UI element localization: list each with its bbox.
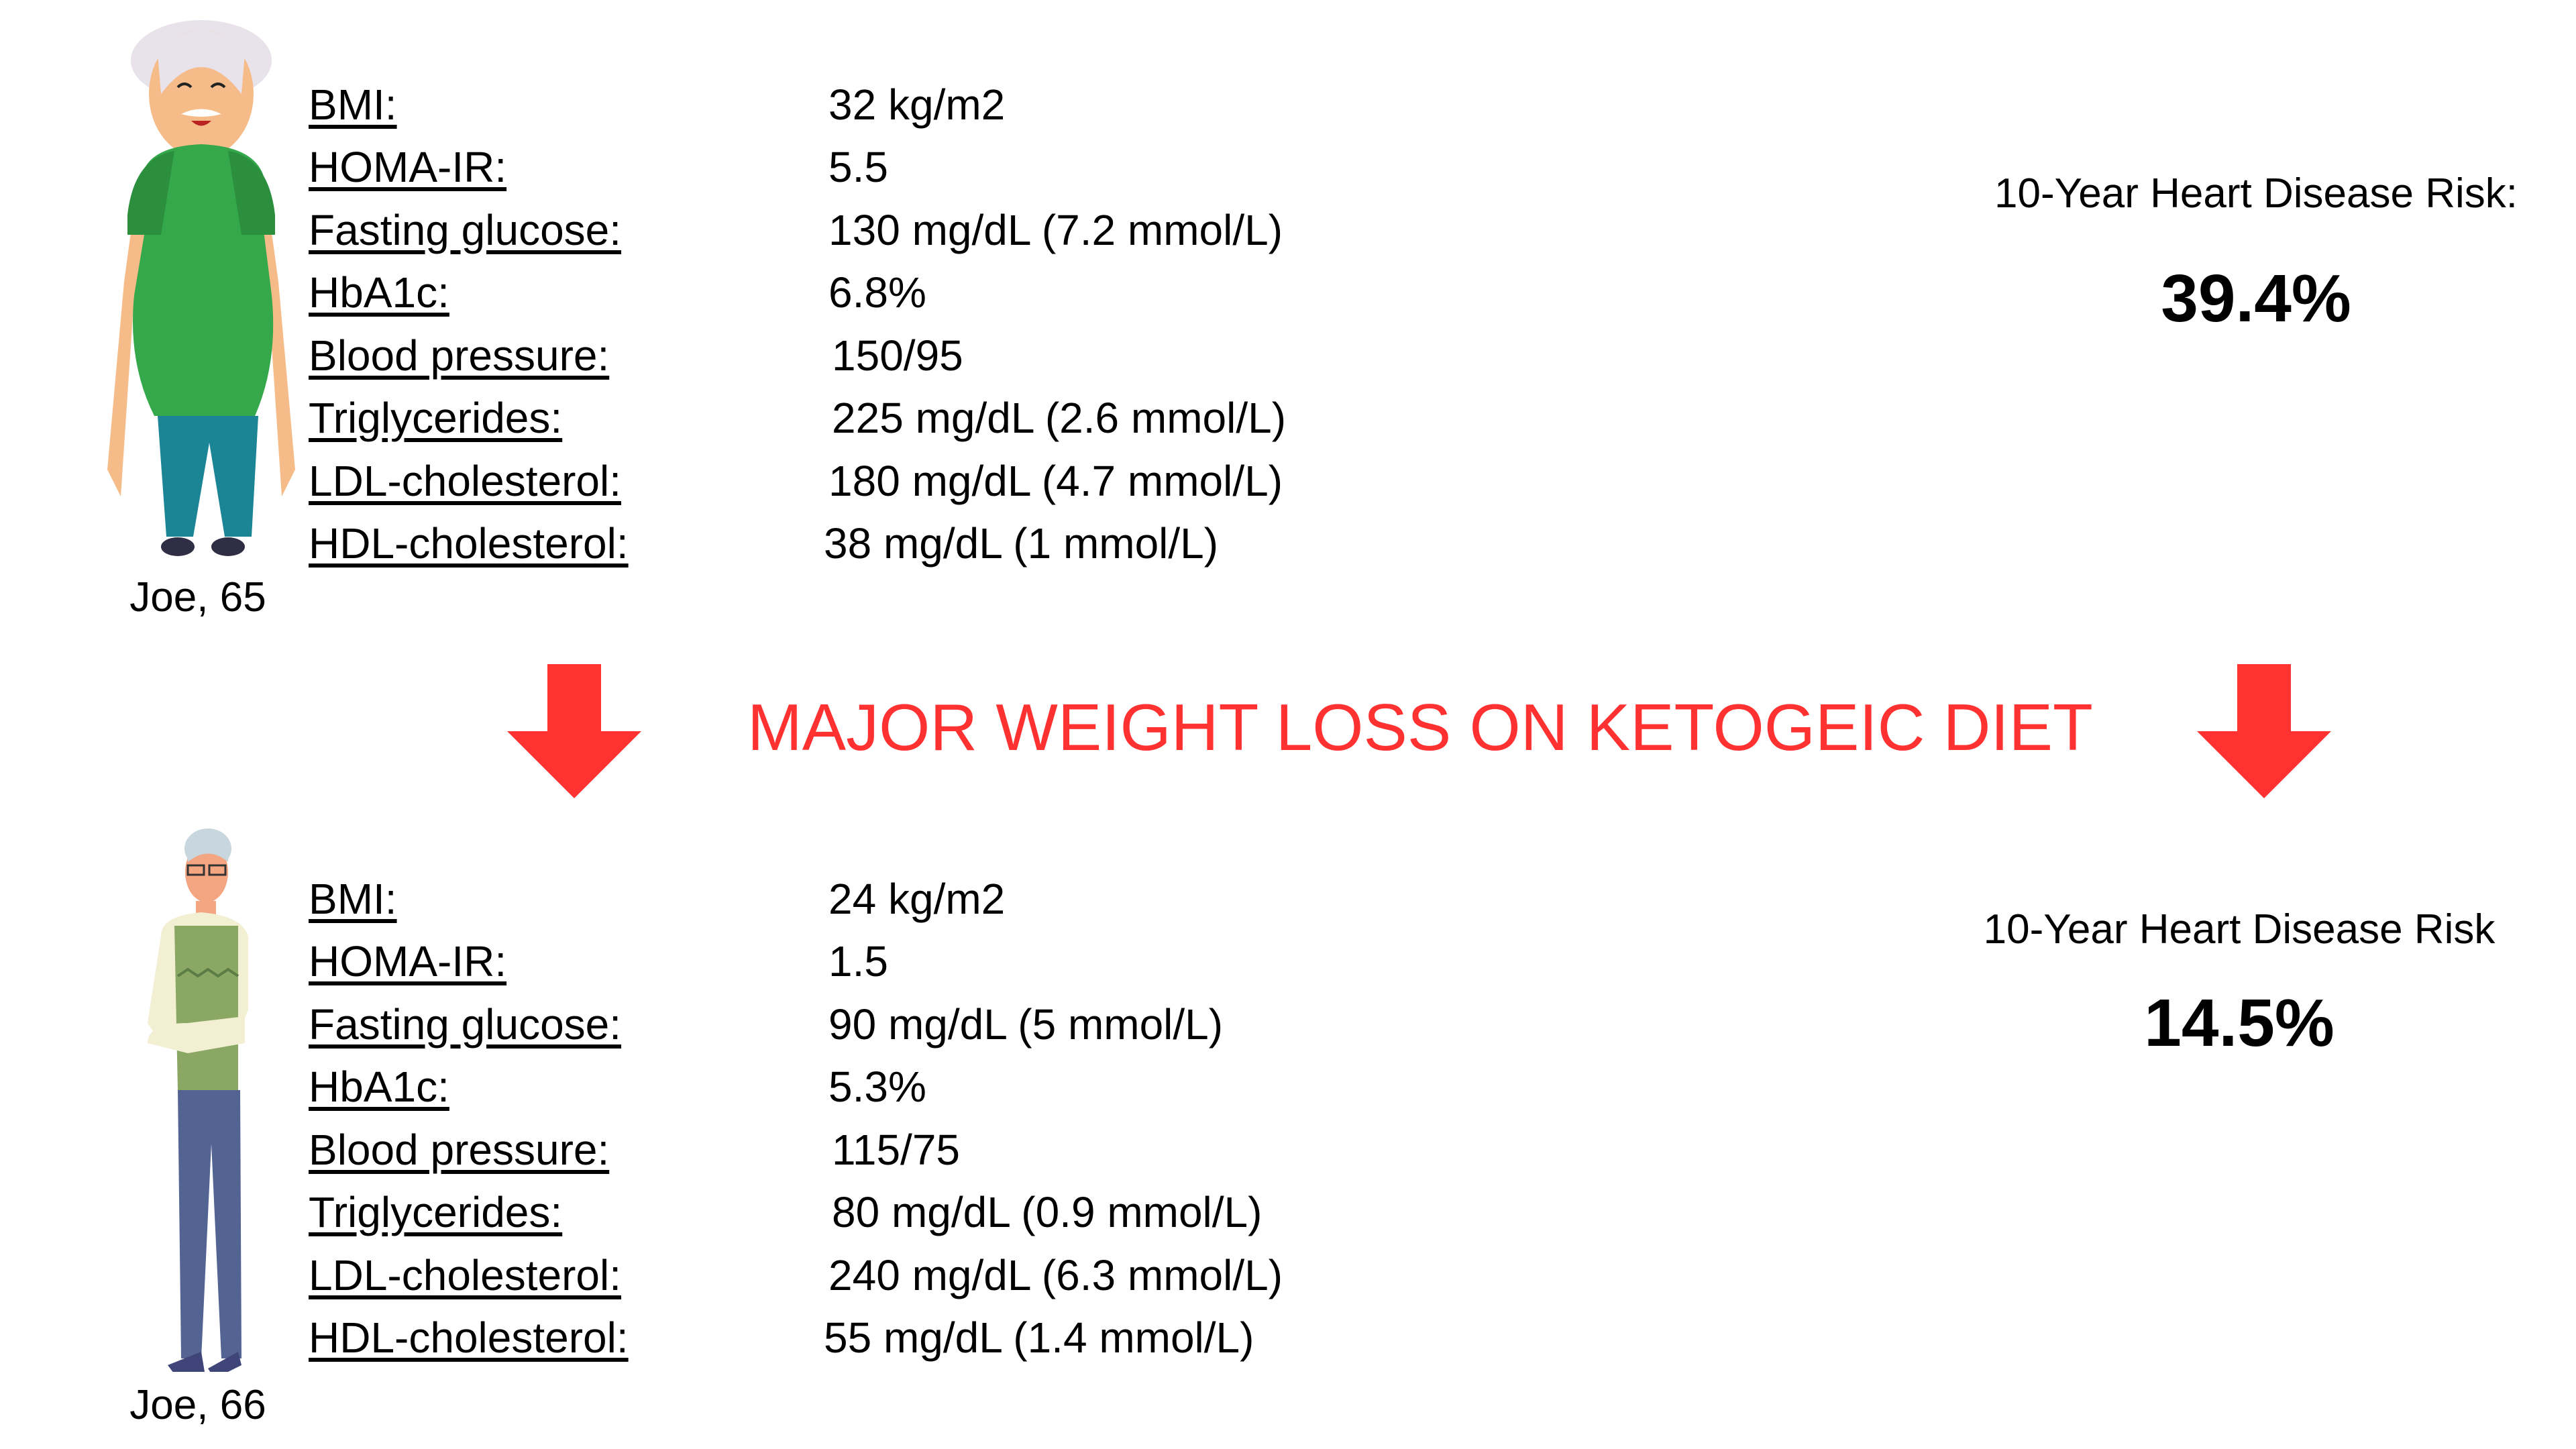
after-risk-label: 10-Year Heart Disease Risk bbox=[1983, 906, 2496, 953]
metric-value: 225 mg/dL (2.6 mmol/L) bbox=[832, 394, 1287, 442]
metric-value: 150/95 bbox=[832, 331, 963, 380]
metric-label: Fasting glucose: bbox=[309, 1000, 622, 1049]
after-person-name: Joe, 66 bbox=[129, 1382, 266, 1428]
before-risk-label: 10-Year Heart Disease Risk: bbox=[1994, 170, 2518, 217]
metric-label: Fasting glucose: bbox=[309, 206, 622, 254]
down-arrow-icon bbox=[507, 664, 641, 798]
metric-value: 115/75 bbox=[832, 1126, 960, 1174]
metric-label: HDL-cholesterol: bbox=[309, 1313, 629, 1362]
metric-value: 130 mg/dL (7.2 mmol/L) bbox=[828, 206, 1283, 254]
metric-label: HbA1c: bbox=[309, 268, 449, 317]
metric-value: 5.5 bbox=[828, 143, 888, 191]
headline: MAJOR WEIGHT LOSS ON KETOGEIC DIET bbox=[747, 690, 2093, 764]
metric-value: 5.3% bbox=[828, 1063, 926, 1111]
before-person-name: Joe, 65 bbox=[129, 574, 266, 621]
slim-man-illustration bbox=[148, 828, 248, 1372]
metric-value: 55 mg/dL (1.4 mmol/L) bbox=[824, 1313, 1254, 1362]
before-risk-value: 39.4% bbox=[2161, 261, 2351, 336]
overweight-man-illustration bbox=[107, 20, 295, 556]
after-risk-value: 14.5% bbox=[2144, 985, 2334, 1061]
metric-value: 180 mg/dL (4.7 mmol/L) bbox=[828, 457, 1283, 505]
metric-label: BMI: bbox=[309, 80, 397, 129]
metric-label: LDL-cholesterol: bbox=[309, 1251, 621, 1299]
metric-value: 80 mg/dL (0.9 mmol/L) bbox=[832, 1188, 1263, 1236]
metric-label: HbA1c: bbox=[309, 1063, 449, 1111]
metric-value: 24 kg/m2 bbox=[828, 875, 1006, 923]
metric-value: 90 mg/dL (5 mmol/L) bbox=[828, 1000, 1224, 1049]
metric-label: HOMA-IR: bbox=[309, 937, 507, 985]
metric-label: Triglycerides: bbox=[309, 394, 563, 442]
metric-label: HDL-cholesterol: bbox=[309, 519, 629, 568]
metric-value: 240 mg/dL (6.3 mmol/L) bbox=[828, 1251, 1283, 1299]
metric-label: Blood pressure: bbox=[309, 331, 610, 380]
metric-value: 38 mg/dL (1 mmol/L) bbox=[824, 519, 1219, 568]
metric-value: 6.8% bbox=[828, 268, 926, 317]
metric-label: LDL-cholesterol: bbox=[309, 457, 621, 505]
metric-label: Triglycerides: bbox=[309, 1188, 563, 1236]
metric-value: 32 kg/m2 bbox=[828, 80, 1006, 129]
metric-value: 1.5 bbox=[828, 937, 888, 985]
metric-label: HOMA-IR: bbox=[309, 143, 507, 191]
metric-label: Blood pressure: bbox=[309, 1126, 610, 1174]
down-arrow-icon bbox=[2197, 664, 2331, 798]
metric-label: BMI: bbox=[309, 875, 397, 923]
